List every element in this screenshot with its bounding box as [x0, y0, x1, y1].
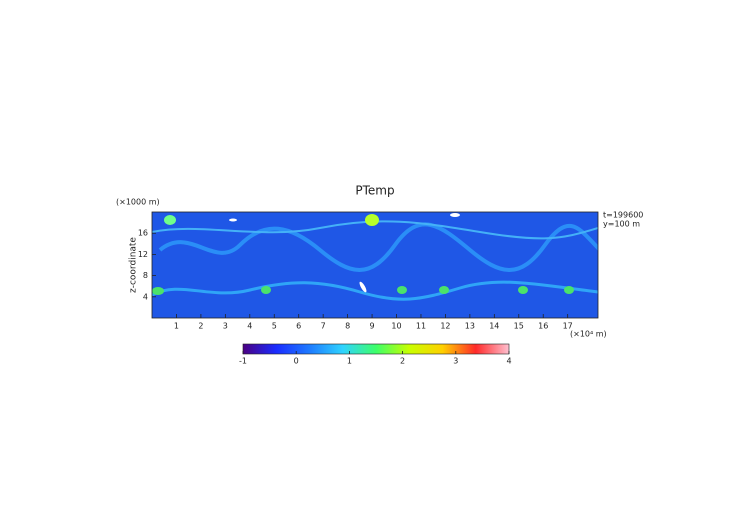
annotation: y=100 m — [603, 220, 640, 229]
colorbar-tick-label: 3 — [453, 357, 458, 366]
x-tick-label: 1 — [174, 322, 179, 331]
annotation: t=199600 — [603, 211, 643, 220]
x-tick-label: 3 — [223, 322, 228, 331]
colorbar-tick-label: -1 — [239, 357, 247, 366]
chart-title: PTemp — [355, 184, 394, 198]
x-tick-label: 12 — [440, 322, 450, 331]
colorbar — [242, 343, 510, 355]
x-tick-label: 6 — [296, 322, 301, 331]
x-tick-label: 13 — [465, 322, 475, 331]
y-tick-label: 12 — [138, 250, 148, 259]
x-tick-label: 11 — [416, 322, 426, 331]
x-tick-label: 15 — [514, 322, 524, 331]
field — [152, 212, 598, 318]
y-tick-label: 16 — [138, 229, 148, 238]
colorbar-tick-label: 2 — [400, 357, 405, 366]
x-tick-label: 14 — [489, 322, 499, 331]
colorbar-tick-label: 1 — [347, 357, 352, 366]
x-tick-label: 10 — [391, 322, 401, 331]
x-tick-label: 5 — [272, 322, 277, 331]
x-tick-label: 9 — [370, 322, 375, 331]
y-axis-label: z-coordinate — [129, 237, 139, 293]
y-tick-label: 8 — [143, 271, 148, 280]
x-tick-label: 8 — [345, 322, 350, 331]
x-tick-label: 2 — [198, 322, 203, 331]
y-tick-label: 4 — [143, 292, 148, 301]
colorbar-tick-label: 0 — [294, 357, 299, 366]
x-tick-label: 4 — [247, 322, 252, 331]
x-tick-label: 7 — [321, 322, 326, 331]
plot-frame — [151, 211, 599, 319]
x-tick-label: 17 — [563, 322, 573, 331]
x-unit-label: (×10⁴ m) — [570, 330, 607, 339]
x-tick-label: 16 — [538, 322, 548, 331]
y-unit-label: (×1000 m) — [116, 198, 160, 207]
colorbar-tick-label: 4 — [506, 357, 511, 366]
